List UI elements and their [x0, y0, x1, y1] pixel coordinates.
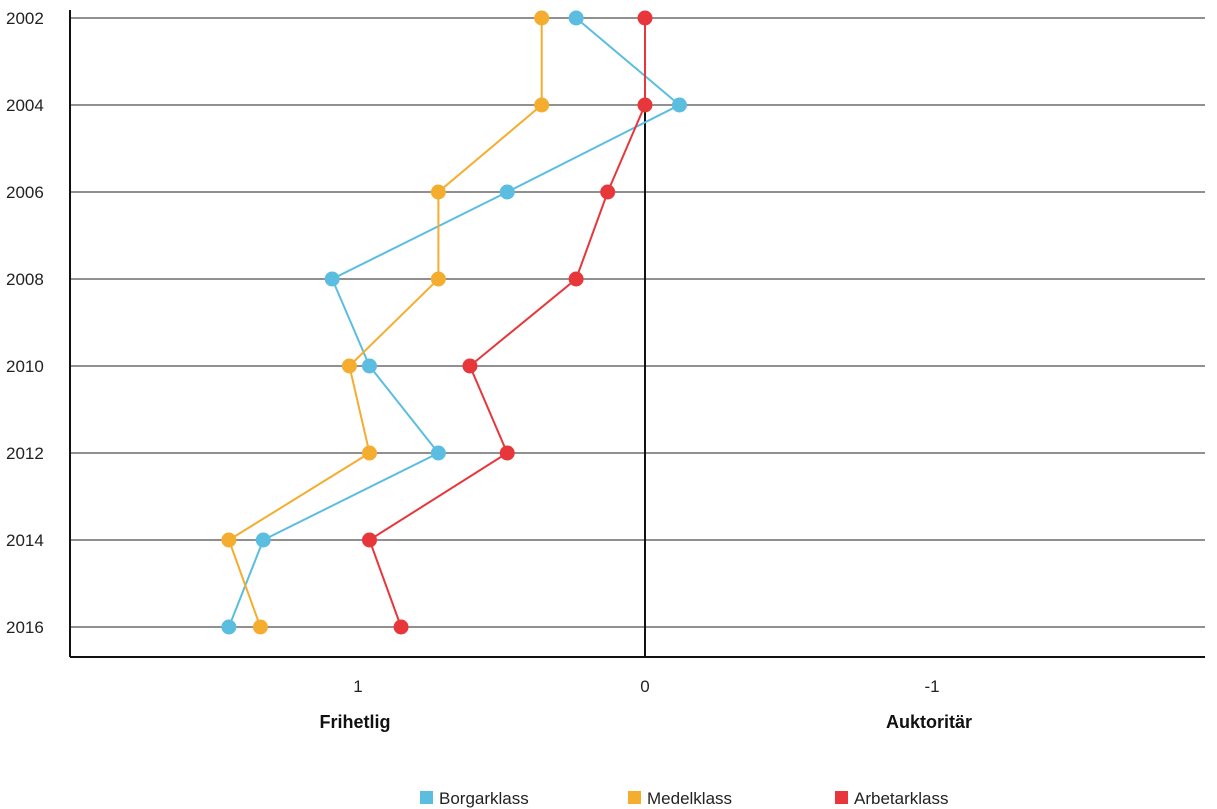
side-label-left: Frihetlig	[320, 712, 391, 732]
legend-swatch-medelklass	[628, 791, 641, 804]
data-point-arbetarklass	[499, 445, 515, 461]
data-point-borgarklass	[324, 271, 340, 287]
y-tick-label: 2006	[6, 183, 44, 202]
data-point-medelklass	[430, 184, 446, 200]
y-tick-label: 2002	[6, 9, 44, 28]
series-arbetarklass	[361, 10, 653, 635]
data-point-arbetarklass	[600, 184, 616, 200]
series-borgarklass	[221, 10, 687, 635]
y-tick-labels: 2002 2004 2006 2008 2010 2012 2014 2016	[6, 9, 44, 637]
data-point-borgarklass	[221, 619, 237, 635]
legend-swatch-arbetarklass	[835, 791, 848, 804]
data-point-arbetarklass	[568, 271, 584, 287]
data-point-medelklass	[221, 532, 237, 548]
data-point-borgarklass	[671, 97, 687, 113]
series-line-borgarklass	[227, 17, 682, 628]
data-point-arbetarklass	[462, 358, 478, 374]
data-point-medelklass	[341, 358, 357, 374]
y-tick-label: 2004	[6, 96, 44, 115]
data-point-medelklass	[534, 10, 550, 26]
data-point-borgarklass	[255, 532, 271, 548]
series	[221, 10, 687, 635]
legend-label-borgarklass: Borgarklass	[439, 789, 529, 808]
x-tick-label: 0	[640, 677, 649, 696]
data-point-arbetarklass	[637, 10, 653, 26]
data-point-borgarklass	[499, 184, 515, 200]
data-point-medelklass	[361, 445, 377, 461]
y-tick-label: 2010	[6, 357, 44, 376]
y-tick-label: 2008	[6, 270, 44, 289]
series-line-arbetarklass	[368, 18, 646, 628]
y-tick-label: 2014	[6, 531, 44, 550]
y-tick-label: 2016	[6, 618, 44, 637]
series-line-medelklass	[227, 18, 543, 628]
legend: Borgarklass Medelklass Arbetarklass	[420, 789, 948, 808]
data-point-arbetarklass	[637, 97, 653, 113]
legend-swatch-borgarklass	[420, 791, 433, 804]
y-tick-label: 2012	[6, 444, 44, 463]
data-point-borgarklass	[430, 445, 446, 461]
series-medelklass	[221, 10, 550, 635]
x-tick-label: 1	[353, 677, 362, 696]
grid-lines	[70, 17, 1205, 628]
side-label-right: Auktoritär	[886, 712, 972, 732]
data-point-arbetarklass	[361, 532, 377, 548]
data-point-medelklass	[252, 619, 268, 635]
legend-label-medelklass: Medelklass	[647, 789, 732, 808]
x-tick-labels: 1 0 -1	[353, 677, 939, 696]
data-point-borgarklass	[568, 10, 584, 26]
legend-label-arbetarklass: Arbetarklass	[854, 789, 948, 808]
data-point-arbetarklass	[393, 619, 409, 635]
data-point-medelklass	[534, 97, 550, 113]
data-point-borgarklass	[361, 358, 377, 374]
x-tick-label: -1	[924, 677, 939, 696]
data-point-medelklass	[430, 271, 446, 287]
axes	[69, 10, 1205, 658]
